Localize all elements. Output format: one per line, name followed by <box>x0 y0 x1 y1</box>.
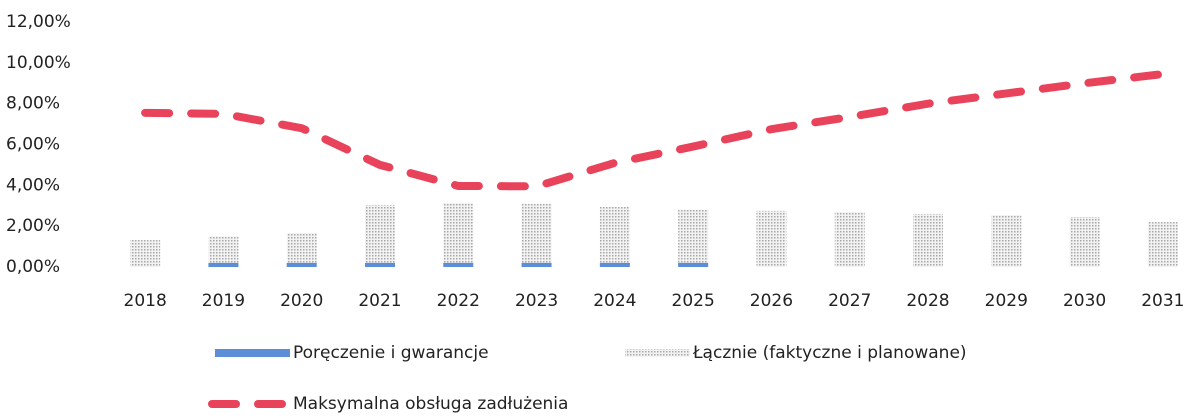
legend-swatch <box>625 349 690 357</box>
y-tick-label: 12,00% <box>6 12 71 32</box>
bar <box>130 240 161 267</box>
x-tick-label: 2031 <box>1141 291 1184 311</box>
bar <box>1069 216 1100 267</box>
bar <box>599 262 630 267</box>
bar <box>678 209 709 267</box>
bar <box>521 203 552 267</box>
y-tick-label: 8,00% <box>6 94 60 114</box>
bar <box>756 210 787 267</box>
y-tick-label: 4,00% <box>6 175 60 195</box>
bar <box>286 262 317 267</box>
x-tick-label: 2022 <box>437 291 480 311</box>
bar <box>834 211 865 267</box>
bar <box>443 202 474 267</box>
bar <box>678 262 709 267</box>
x-tick-label: 2023 <box>515 291 558 311</box>
bar <box>913 213 943 267</box>
x-tick-label: 2028 <box>906 291 949 311</box>
x-tick-label: 2018 <box>124 291 167 311</box>
bar <box>991 214 1022 267</box>
x-tick-label: 2027 <box>828 291 871 311</box>
bar <box>443 262 474 267</box>
legend-label: Maksymalna obsługa zadłużenia <box>293 394 568 414</box>
bar <box>286 232 317 267</box>
x-tick-label: 2021 <box>358 291 401 311</box>
bar <box>521 262 552 267</box>
y-tick-label: 6,00% <box>6 135 60 155</box>
y-tick-label: 0,00% <box>6 257 60 277</box>
legend-label: Poręczenie i gwarancje <box>293 343 489 363</box>
bar <box>365 262 395 267</box>
bar <box>1147 222 1178 267</box>
x-tick-label: 2029 <box>985 291 1028 311</box>
legend-label: Łącznie (faktyczne i planowane) <box>692 343 967 363</box>
bar <box>208 262 239 267</box>
bar <box>208 236 239 267</box>
x-tick-label: 2030 <box>1063 291 1106 311</box>
bar <box>599 206 630 267</box>
y-tick-label: 10,00% <box>6 53 71 73</box>
line <box>141 70 1167 191</box>
x-tick-label: 2025 <box>672 291 715 311</box>
x-tick-label: 2020 <box>280 291 323 311</box>
y-tick-label: 2,00% <box>6 216 60 236</box>
x-tick-label: 2024 <box>593 291 636 311</box>
legend-swatch <box>215 349 290 357</box>
bar <box>365 204 395 267</box>
x-tick-label: 2019 <box>202 291 245 311</box>
x-tick-label: 2026 <box>750 291 793 311</box>
